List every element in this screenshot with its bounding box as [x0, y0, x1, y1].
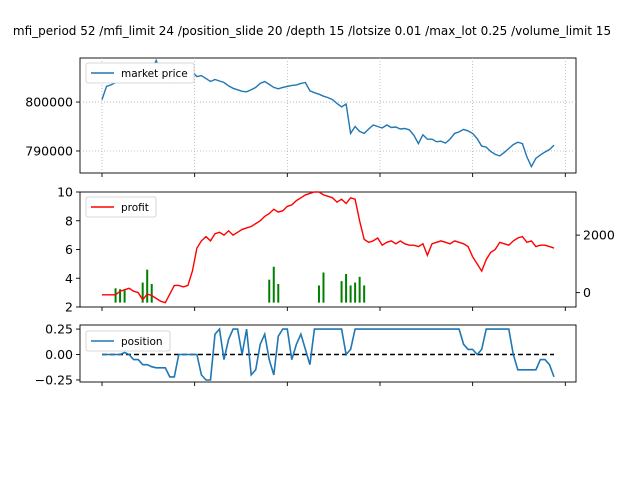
- y-tick-label: 8: [65, 213, 73, 228]
- position-line: [102, 327, 555, 381]
- y-tick-label: 0.25: [45, 322, 73, 337]
- legend-profit: profit: [85, 196, 157, 218]
- y-tick-label: −0.25: [35, 372, 73, 387]
- figure-title: mfi_period 52 /mfi_limit 24 /position_sl…: [13, 24, 611, 38]
- legend-box: [85, 330, 171, 352]
- y-tick-label: 800000: [25, 95, 73, 110]
- panel-3-frame: [79, 324, 577, 383]
- y-tick-label: 2000: [583, 228, 615, 243]
- legend-label-position: position: [121, 336, 163, 348]
- y-tick-label: 0.00: [45, 347, 73, 362]
- panel-market-price: 790000 800000 market price: [25, 57, 577, 177]
- volume-spikes: [114, 266, 366, 303]
- legend-label-market-price: market price: [121, 68, 188, 80]
- panel-profit: 2 4 6 8 10 0 2000 profit: [57, 185, 615, 315]
- y-tick-label: 6: [65, 242, 73, 257]
- panel-1-frame: [79, 57, 577, 174]
- y-tick-label: 0: [583, 285, 591, 300]
- legend-position: position: [85, 330, 171, 352]
- profit-line: [102, 191, 555, 304]
- panel-position: −0.25 0.00 0.25 position: [35, 322, 577, 387]
- y-tick-label: 4: [65, 271, 73, 286]
- y-tick-label: 10: [57, 185, 73, 200]
- y-tick-label: 2: [65, 300, 73, 315]
- y-tick-label: 790000: [25, 143, 73, 158]
- legend-box: [85, 62, 195, 84]
- legend-box: [85, 196, 157, 218]
- legend-label-profit: profit: [121, 202, 149, 214]
- legend-market-price: market price: [85, 62, 195, 84]
